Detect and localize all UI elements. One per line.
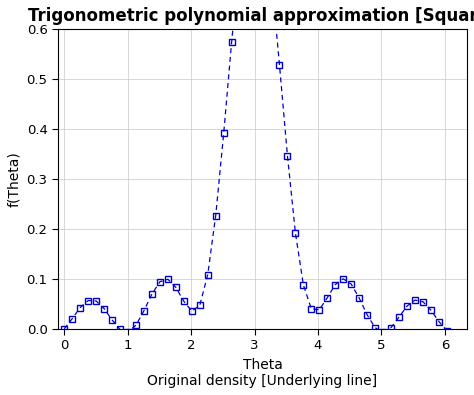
Title: Trigonometric polynomial approximation [Square]: Trigonometric polynomial approximation [… <box>28 7 474 25</box>
Y-axis label: f(Theta): f(Theta) <box>7 151 21 207</box>
X-axis label: Theta
Original density [Underlying line]: Theta Original density [Underlying line] <box>147 358 378 388</box>
